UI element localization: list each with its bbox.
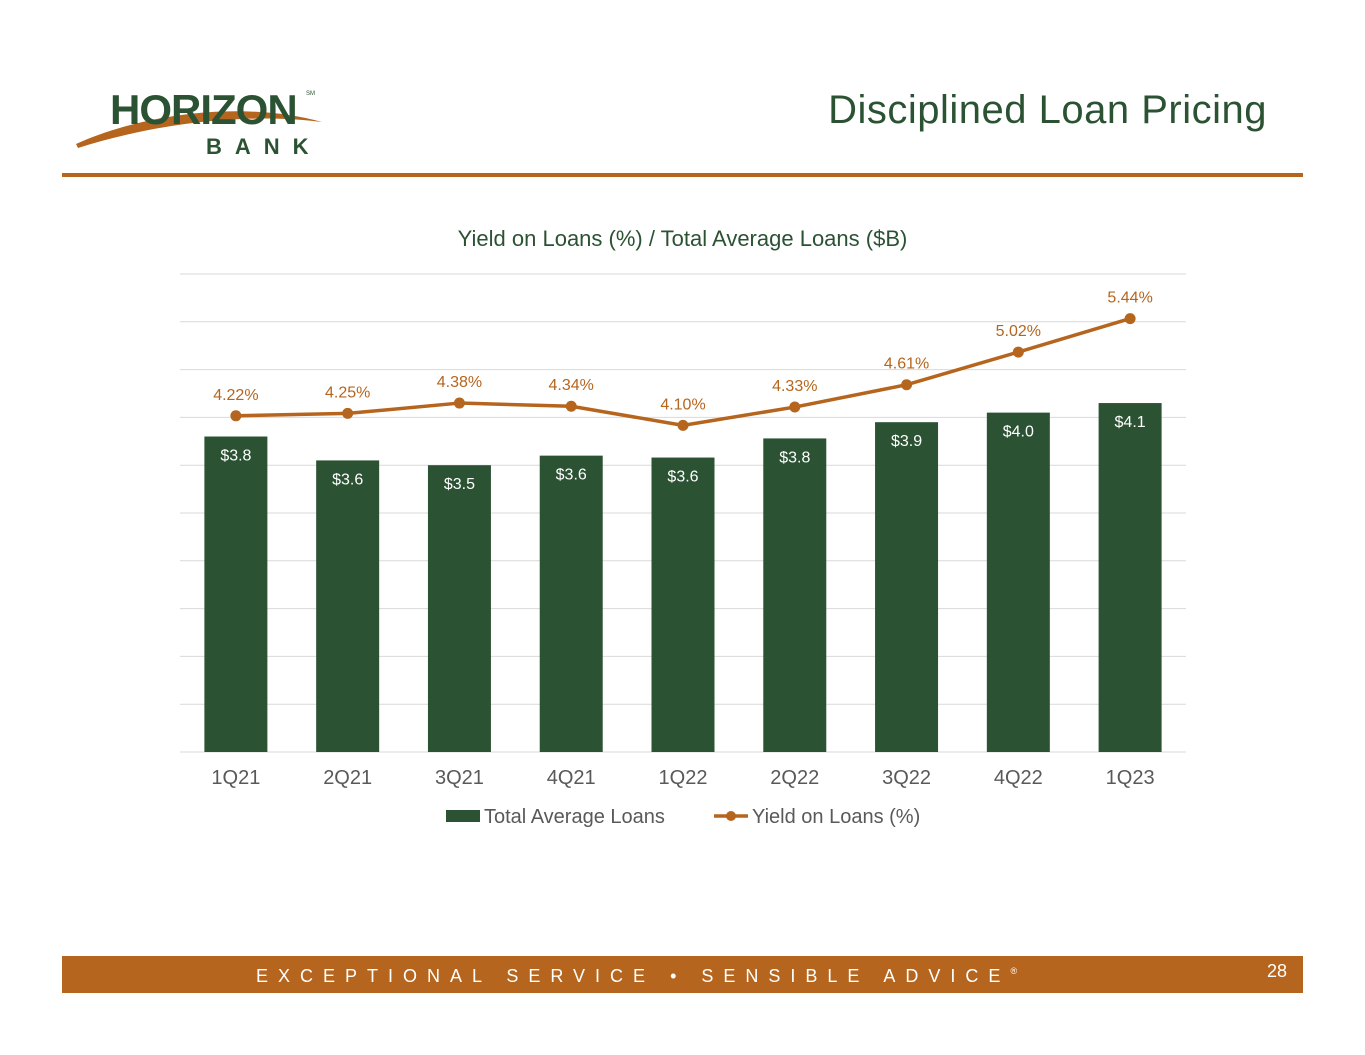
x-tick-label: 4Q21 <box>547 767 596 789</box>
bar-total-average-loans <box>316 460 380 752</box>
legend-swatch-yield-marker <box>726 811 736 821</box>
loan-yield-chart: $3.8 $3.6 $3.5 $3.6 $3.6 $3.8 $3.9 $4.0 $4.1 4.22… <box>180 273 1186 828</box>
bar-total-average-loans <box>763 438 827 752</box>
legend-label-yield-on-loans: Yield on Loans (%) <box>752 806 920 828</box>
bar-total-average-loans <box>427 465 491 752</box>
logo-swoosh <box>76 111 322 148</box>
slide-title: Disciplined Loan Pricing <box>828 88 1267 132</box>
bar-value-label: $3.8 <box>220 448 251 465</box>
x-tick-label: 2Q21 <box>323 767 372 789</box>
bar-value-label: $3.6 <box>556 467 587 484</box>
bar-value-label: $3.9 <box>891 433 922 450</box>
yield-value-label: 4.10% <box>660 396 705 413</box>
yield-point <box>230 410 242 422</box>
logo-service-mark: SM <box>306 91 315 97</box>
yield-value-label: 4.61% <box>884 356 929 373</box>
x-tick-label: 3Q21 <box>435 767 484 789</box>
x-tick-label: 3Q22 <box>882 767 931 789</box>
bar-total-average-loans <box>875 422 939 752</box>
bar-total-average-loans <box>539 455 603 752</box>
yield-point <box>677 419 689 431</box>
yield-value-label: 4.22% <box>213 387 258 404</box>
yield-value-label: 5.02% <box>996 323 1041 340</box>
title-divider <box>62 173 1303 177</box>
footer-tagline-text: EXCEPTIONAL SERVICE • SENSIBLE ADVICE <box>256 966 1011 986</box>
bar-value-label: $4.0 <box>1003 424 1034 441</box>
yield-point <box>342 407 354 419</box>
bar-value-label: $3.6 <box>667 469 698 486</box>
x-tick-label: 4Q22 <box>994 767 1043 789</box>
yield-point <box>453 397 465 409</box>
yield-value-label: 5.44% <box>1107 290 1152 307</box>
logo-subtext: BANK <box>206 134 322 159</box>
yield-value-label: 4.33% <box>772 378 817 395</box>
yield-point <box>1012 346 1024 358</box>
yield-point <box>901 379 913 391</box>
footer-bar <box>62 956 1303 993</box>
yield-value-label: 4.25% <box>325 384 370 401</box>
bar-total-average-loans <box>1098 403 1162 752</box>
footer-tagline: EXCEPTIONAL SERVICE • SENSIBLE ADVICE® <box>256 966 1017 987</box>
yield-value-label: 4.38% <box>437 374 482 391</box>
x-tick-label: 2Q22 <box>770 767 819 789</box>
yield-value-label: 4.34% <box>549 377 594 394</box>
bar-total-average-loans <box>986 412 1050 752</box>
x-tick-label: 1Q21 <box>211 767 260 789</box>
page-number: 28 <box>1267 961 1288 981</box>
legend-label-total-average-loans: Total Average Loans <box>484 806 665 828</box>
registered-mark: ® <box>1010 966 1018 976</box>
bar-value-label: $3.6 <box>332 471 363 488</box>
bar-value-label: $4.1 <box>1115 414 1146 431</box>
bar-total-average-loans <box>204 436 268 752</box>
yield-point <box>565 400 577 412</box>
legend-swatch-total-average-loans <box>446 810 480 822</box>
bar-value-label: $3.8 <box>779 449 810 466</box>
horizon-bank-logo: HORIZON SM BANK <box>76 86 322 159</box>
chart-title: Yield on Loans (%) / Total Average Loans… <box>457 226 908 251</box>
yield-point <box>1124 313 1136 325</box>
x-tick-label: 1Q22 <box>659 767 708 789</box>
x-tick-label: 1Q23 <box>1106 767 1155 789</box>
bar-total-average-loans <box>651 457 715 752</box>
bar-value-label: $3.5 <box>444 476 475 493</box>
logo-wordmark: HORIZON <box>110 86 297 133</box>
yield-point <box>789 401 801 413</box>
